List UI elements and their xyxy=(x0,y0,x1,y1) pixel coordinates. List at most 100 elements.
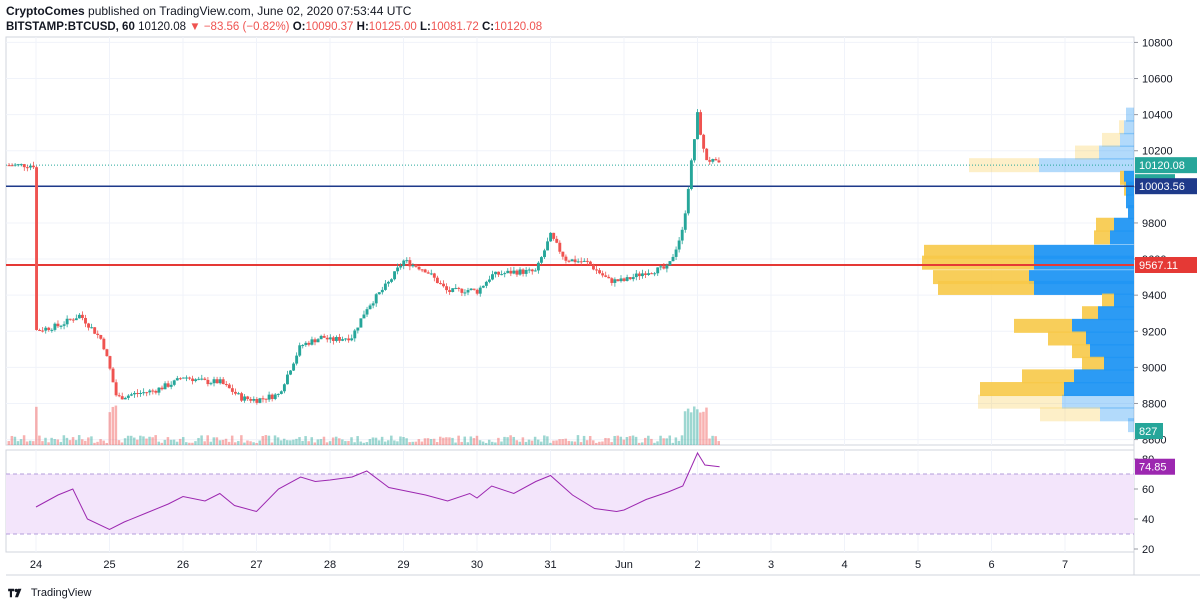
candle-body xyxy=(227,384,231,389)
volume-bar xyxy=(105,442,108,445)
candle-body xyxy=(289,370,292,375)
volume-bar xyxy=(616,435,619,445)
volume-bar xyxy=(484,442,488,445)
volume-bar xyxy=(582,435,586,445)
candle-body xyxy=(68,318,72,320)
volume-bar xyxy=(647,435,650,445)
volume-bar xyxy=(588,436,592,445)
candle-body xyxy=(561,251,565,257)
volume-bar xyxy=(298,437,301,445)
volume-bar xyxy=(423,438,427,445)
candle-body xyxy=(59,325,63,327)
candle-body xyxy=(692,139,696,161)
volume-bar xyxy=(696,409,699,445)
candle-body xyxy=(7,165,11,167)
level-badge xyxy=(1135,178,1197,195)
volume-bar xyxy=(136,439,139,445)
volume-bar xyxy=(28,440,32,445)
candle-body xyxy=(429,273,433,275)
candle-body xyxy=(157,387,161,393)
candle-body xyxy=(588,261,592,266)
candle-body xyxy=(659,266,663,268)
volume-bar xyxy=(273,435,277,445)
candle-body xyxy=(316,339,320,343)
candle-body xyxy=(484,281,488,286)
volume-bar xyxy=(671,442,675,445)
volume-bar xyxy=(619,436,623,445)
candle-body xyxy=(442,283,445,287)
candle-body xyxy=(350,338,354,341)
candle-body xyxy=(411,264,415,267)
volume-bar xyxy=(598,441,601,445)
volume-bar xyxy=(243,442,246,445)
candle-body xyxy=(494,271,497,275)
volume-bar xyxy=(390,435,393,445)
volume-bar xyxy=(380,436,384,445)
volume-bar xyxy=(233,442,237,445)
volume-bar xyxy=(543,435,546,445)
volume-bar xyxy=(224,438,228,445)
x-tick-label: 24 xyxy=(30,559,42,571)
volume-profile-bar xyxy=(1062,394,1134,409)
volume-bar xyxy=(316,439,320,445)
candle-body xyxy=(506,270,510,274)
volume-bar xyxy=(637,442,641,445)
volume-bar xyxy=(74,440,78,445)
candle-body xyxy=(601,273,605,276)
candle-body xyxy=(475,289,479,294)
candle-body xyxy=(74,318,78,321)
candle-body xyxy=(80,314,84,318)
volume-bar xyxy=(634,436,638,445)
candle-body xyxy=(460,288,464,293)
volume-profile-bar xyxy=(1120,132,1134,147)
candle-body xyxy=(622,278,626,281)
volume-profile-bar xyxy=(1120,170,1124,185)
volume-bar xyxy=(227,441,231,445)
volume-bar xyxy=(717,441,720,445)
candle-body xyxy=(634,273,638,278)
volume-bar xyxy=(521,437,525,445)
volume-profile-bar xyxy=(933,270,1029,285)
candle-body xyxy=(322,335,326,338)
volume-bar xyxy=(215,437,219,445)
volume-bar xyxy=(276,437,280,445)
volume-bar xyxy=(457,435,460,445)
candle-body xyxy=(546,241,550,251)
volume-bar xyxy=(665,438,668,445)
volume-bar xyxy=(650,438,653,445)
candle-body xyxy=(264,398,268,400)
candle-body xyxy=(457,287,461,289)
candle-body xyxy=(87,323,91,328)
candle-body xyxy=(408,260,412,267)
candle-body xyxy=(154,390,158,393)
volume-profile-bar xyxy=(1094,230,1110,245)
candle-body xyxy=(469,288,473,291)
candle-body xyxy=(258,398,262,403)
candle-body xyxy=(717,160,721,163)
y-tick-label: 9200 xyxy=(1142,326,1166,338)
volume-bar xyxy=(163,439,167,445)
volume-bar xyxy=(56,439,60,445)
volume-bar xyxy=(292,439,295,445)
volume-bar xyxy=(515,440,519,445)
candle-body xyxy=(120,396,124,400)
volume-profile-bar xyxy=(922,255,1034,270)
candle-body xyxy=(552,232,556,239)
candle-body xyxy=(595,269,598,271)
candle-body xyxy=(543,250,546,258)
candle-body xyxy=(380,289,384,293)
candle-body xyxy=(527,269,531,271)
volume-profile-bar xyxy=(1124,170,1134,185)
candle-body xyxy=(448,290,452,293)
candle-body xyxy=(261,398,265,400)
volume-bar xyxy=(359,441,362,445)
high-label: H: xyxy=(356,21,369,33)
candle-body xyxy=(533,270,537,272)
candle-body xyxy=(233,391,237,394)
volume-profile-bar xyxy=(1034,280,1134,295)
volume-bar xyxy=(377,440,381,445)
candle-body xyxy=(549,232,553,242)
candle-body xyxy=(44,327,48,331)
candle-body xyxy=(481,285,485,288)
